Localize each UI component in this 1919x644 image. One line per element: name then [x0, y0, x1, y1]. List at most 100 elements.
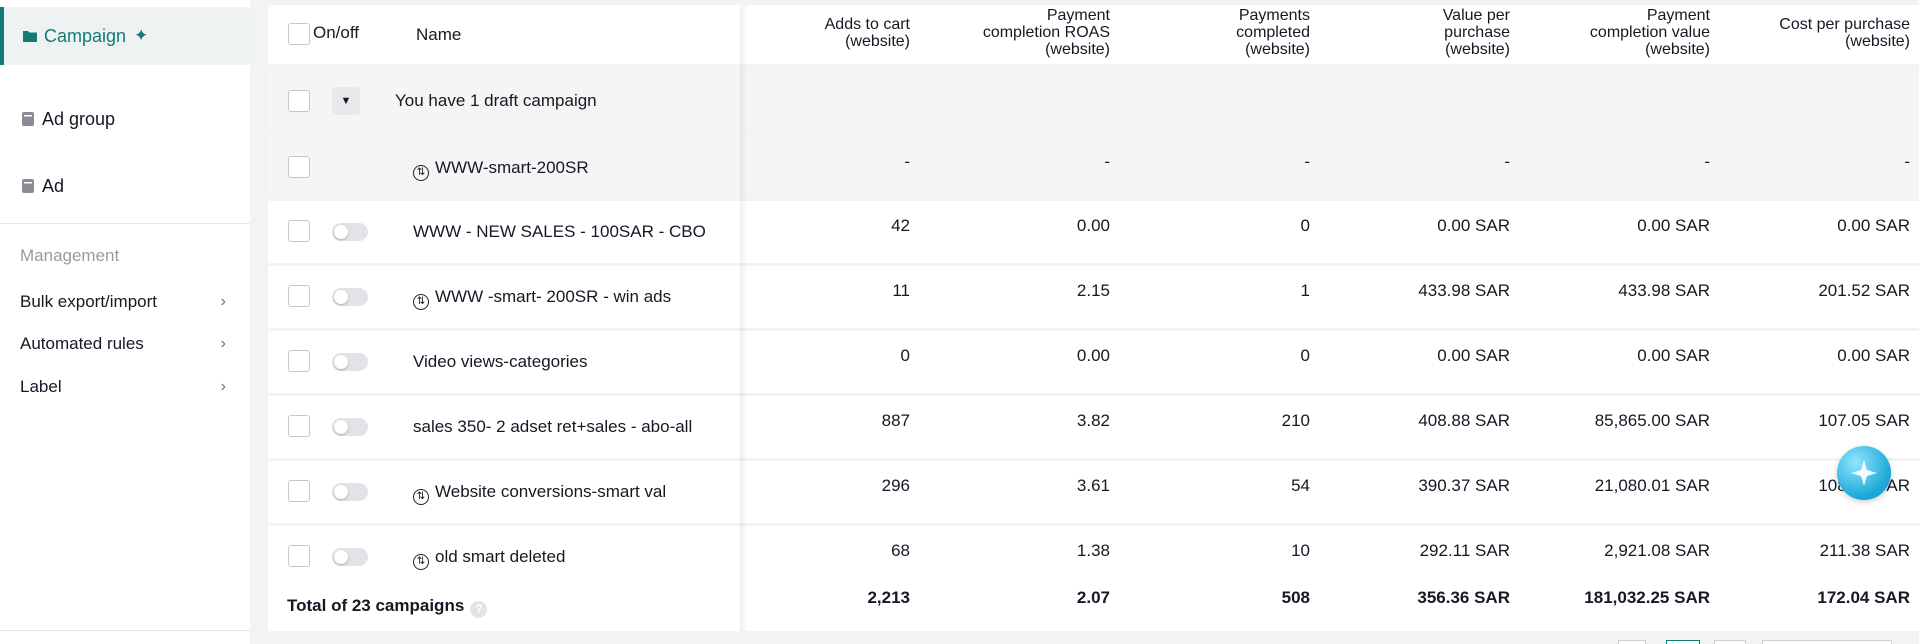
value-per-purchase: 433.98 SAR — [1418, 281, 1510, 300]
adds-to-cart-value: 11 — [892, 281, 910, 300]
chevron-right-icon: › — [220, 293, 226, 310]
table-row: ⇅ Website conversions-smart val 296 3.61 … — [268, 461, 1919, 523]
payment-completion-value: 0.00 SAR — [1637, 346, 1710, 365]
campaign-name[interactable]: Video views-categories — [413, 352, 588, 371]
cost-per-purchase: - — [1904, 152, 1910, 171]
payments-value: 210 — [1281, 411, 1310, 430]
table-header: On/off Name Adds to cart (website) Payme… — [268, 5, 1919, 64]
total-cost-per-purchase: 172.04 SAR — [1817, 588, 1910, 607]
payment-completion-value: 21,080.01 SAR — [1594, 476, 1710, 495]
document-icon — [18, 111, 38, 127]
sidebar-item-label: Ad group — [42, 108, 116, 129]
table-row: ⇅ WWW -smart- 200SR - win ads 11 2.15 1 4… — [268, 266, 1919, 328]
select-all-checkbox[interactable] — [288, 23, 310, 45]
row-checkbox[interactable] — [288, 90, 310, 112]
table-row: WWW - NEW SALES - 100SAR - CBO 42 0.00 0… — [268, 201, 1919, 263]
menu-item-label[interactable]: Label › — [20, 377, 226, 396]
table-row: sales 350- 2 adset ret+sales - abo-all 8… — [268, 396, 1919, 458]
roas-value: 3.82 — [1076, 411, 1110, 430]
divider — [0, 630, 250, 631]
status-toggle[interactable] — [332, 353, 368, 371]
campaign-name[interactable]: ⇅ Website conversions-smart val — [413, 482, 666, 505]
roas-value: 3.61 — [1076, 476, 1110, 495]
payments-value: 1 — [1300, 281, 1310, 300]
status-toggle[interactable] — [332, 418, 368, 436]
table-row: ⇅ old smart deleted 68 1.38 10 292.11 SAR… — [268, 526, 1919, 571]
payments-value: 0 — [1300, 346, 1310, 365]
total-payment-completion-value: 181,032.25 SAR — [1584, 588, 1710, 607]
total-roas: 2.07 — [1076, 588, 1110, 607]
pager-button[interactable] — [1618, 640, 1646, 644]
column-header-cost-per-purchase[interactable]: Cost per purchase (website) — [1779, 16, 1910, 50]
status-toggle[interactable] — [332, 548, 368, 566]
status-toggle[interactable] — [332, 223, 368, 241]
table-row: Video views-categories 0 0.00 0 0.00 SAR… — [268, 331, 1919, 393]
payment-completion-value: 433.98 SAR — [1618, 281, 1710, 300]
column-header-adds-to-cart[interactable]: Adds to cart (website) — [824, 16, 910, 50]
row-checkbox[interactable] — [288, 350, 310, 372]
column-header-payment-completion-value[interactable]: Payment completion value (website) — [1589, 7, 1710, 58]
assistant-icon[interactable] — [1837, 446, 1891, 500]
smart-campaign-icon: ⇅ — [413, 489, 429, 505]
help-icon[interactable]: ? — [470, 600, 488, 618]
draft-group-row: ▼ You have 1 draft campaign — [268, 69, 1919, 133]
column-header-value-per-purchase[interactable]: Value per purchase (website) — [1442, 7, 1510, 58]
campaign-name[interactable]: sales 350- 2 adset ret+sales - abo-all — [413, 417, 693, 436]
column-header-roas[interactable]: Payment completion ROAS (website) — [982, 7, 1110, 58]
payments-value: 54 — [1291, 476, 1310, 495]
sidebar-item-label: Ad — [42, 175, 65, 196]
document-icon — [18, 178, 38, 194]
pager-button[interactable] — [1714, 640, 1746, 644]
menu-item-automated-rules[interactable]: Automated rules › — [20, 334, 226, 353]
row-checkbox[interactable] — [288, 156, 310, 178]
total-adds-to-cart: 2,213 — [867, 588, 910, 607]
total-label: Total of 23 campaigns? — [287, 596, 488, 618]
chevron-down-icon[interactable]: ▼ — [332, 87, 360, 115]
adds-to-cart-value: 0 — [900, 346, 910, 365]
payment-completion-value: - — [1704, 152, 1710, 171]
status-toggle[interactable] — [332, 483, 368, 501]
total-value-per-purchase: 356.36 SAR — [1417, 588, 1510, 607]
campaign-name[interactable]: WWW - NEW SALES - 100SAR - CBO — [413, 222, 706, 241]
column-header-name[interactable]: Name — [416, 25, 462, 44]
row-checkbox[interactable] — [288, 480, 310, 502]
status-toggle[interactable] — [332, 288, 368, 306]
management-heading: Management — [20, 246, 120, 265]
row-checkbox[interactable] — [288, 285, 310, 307]
chevron-right-icon: › — [220, 335, 226, 352]
campaign-table: On/off Name Adds to cart (website) Payme… — [268, 5, 1919, 631]
frozen-column-shadow — [740, 5, 748, 631]
sidebar-item-ad-group[interactable]: Ad group — [0, 104, 250, 134]
payment-completion-value: 0.00 SAR — [1637, 216, 1710, 235]
roas-value: 2.15 — [1076, 281, 1110, 300]
roas-value: 0.00 — [1076, 346, 1110, 365]
folder-icon — [20, 29, 40, 43]
cost-per-purchase: 0.00 SAR — [1837, 216, 1910, 235]
sidebar-item-label: Campaign — [44, 25, 127, 46]
table-row: ⇅ WWW-smart-200SR - - - - - - — [268, 135, 1919, 198]
value-per-purchase: 390.37 SAR — [1418, 476, 1510, 495]
sidebar-item-campaign[interactable]: Campaign ✦ — [0, 7, 250, 65]
row-checkbox[interactable] — [288, 220, 310, 242]
cost-per-purchase: 107.05 SAR — [1818, 411, 1910, 430]
page-size-select[interactable] — [1762, 640, 1892, 644]
total-payments: 508 — [1281, 588, 1310, 607]
value-per-purchase: 0.00 SAR — [1437, 346, 1510, 365]
campaign-name[interactable]: ⇅ old smart deleted — [413, 547, 565, 570]
value-per-purchase: 292.11 SAR — [1419, 541, 1510, 560]
adds-to-cart-value: 68 — [891, 541, 910, 560]
sidebar-item-ad[interactable]: Ad — [0, 171, 250, 201]
campaign-name[interactable]: ⇅ WWW -smart- 200SR - win ads — [413, 287, 671, 310]
campaign-name[interactable]: ⇅ WWW-smart-200SR — [413, 158, 589, 181]
row-checkbox[interactable] — [288, 545, 310, 567]
column-header-payments-completed[interactable]: Payments completed (website) — [1236, 7, 1310, 58]
column-header-onoff[interactable]: On/off — [313, 23, 359, 42]
pager-current-page[interactable] — [1666, 640, 1700, 644]
draft-group-label: You have 1 draft campaign — [395, 91, 597, 110]
smart-campaign-icon: ⇅ — [413, 294, 429, 310]
payment-completion-value: 2,921.08 SAR — [1604, 541, 1710, 560]
smart-campaign-icon: ⇅ — [413, 165, 429, 181]
roas-value: - — [1104, 152, 1110, 171]
row-checkbox[interactable] — [288, 415, 310, 437]
menu-item-bulk-export-import[interactable]: Bulk export/import › — [20, 292, 226, 311]
